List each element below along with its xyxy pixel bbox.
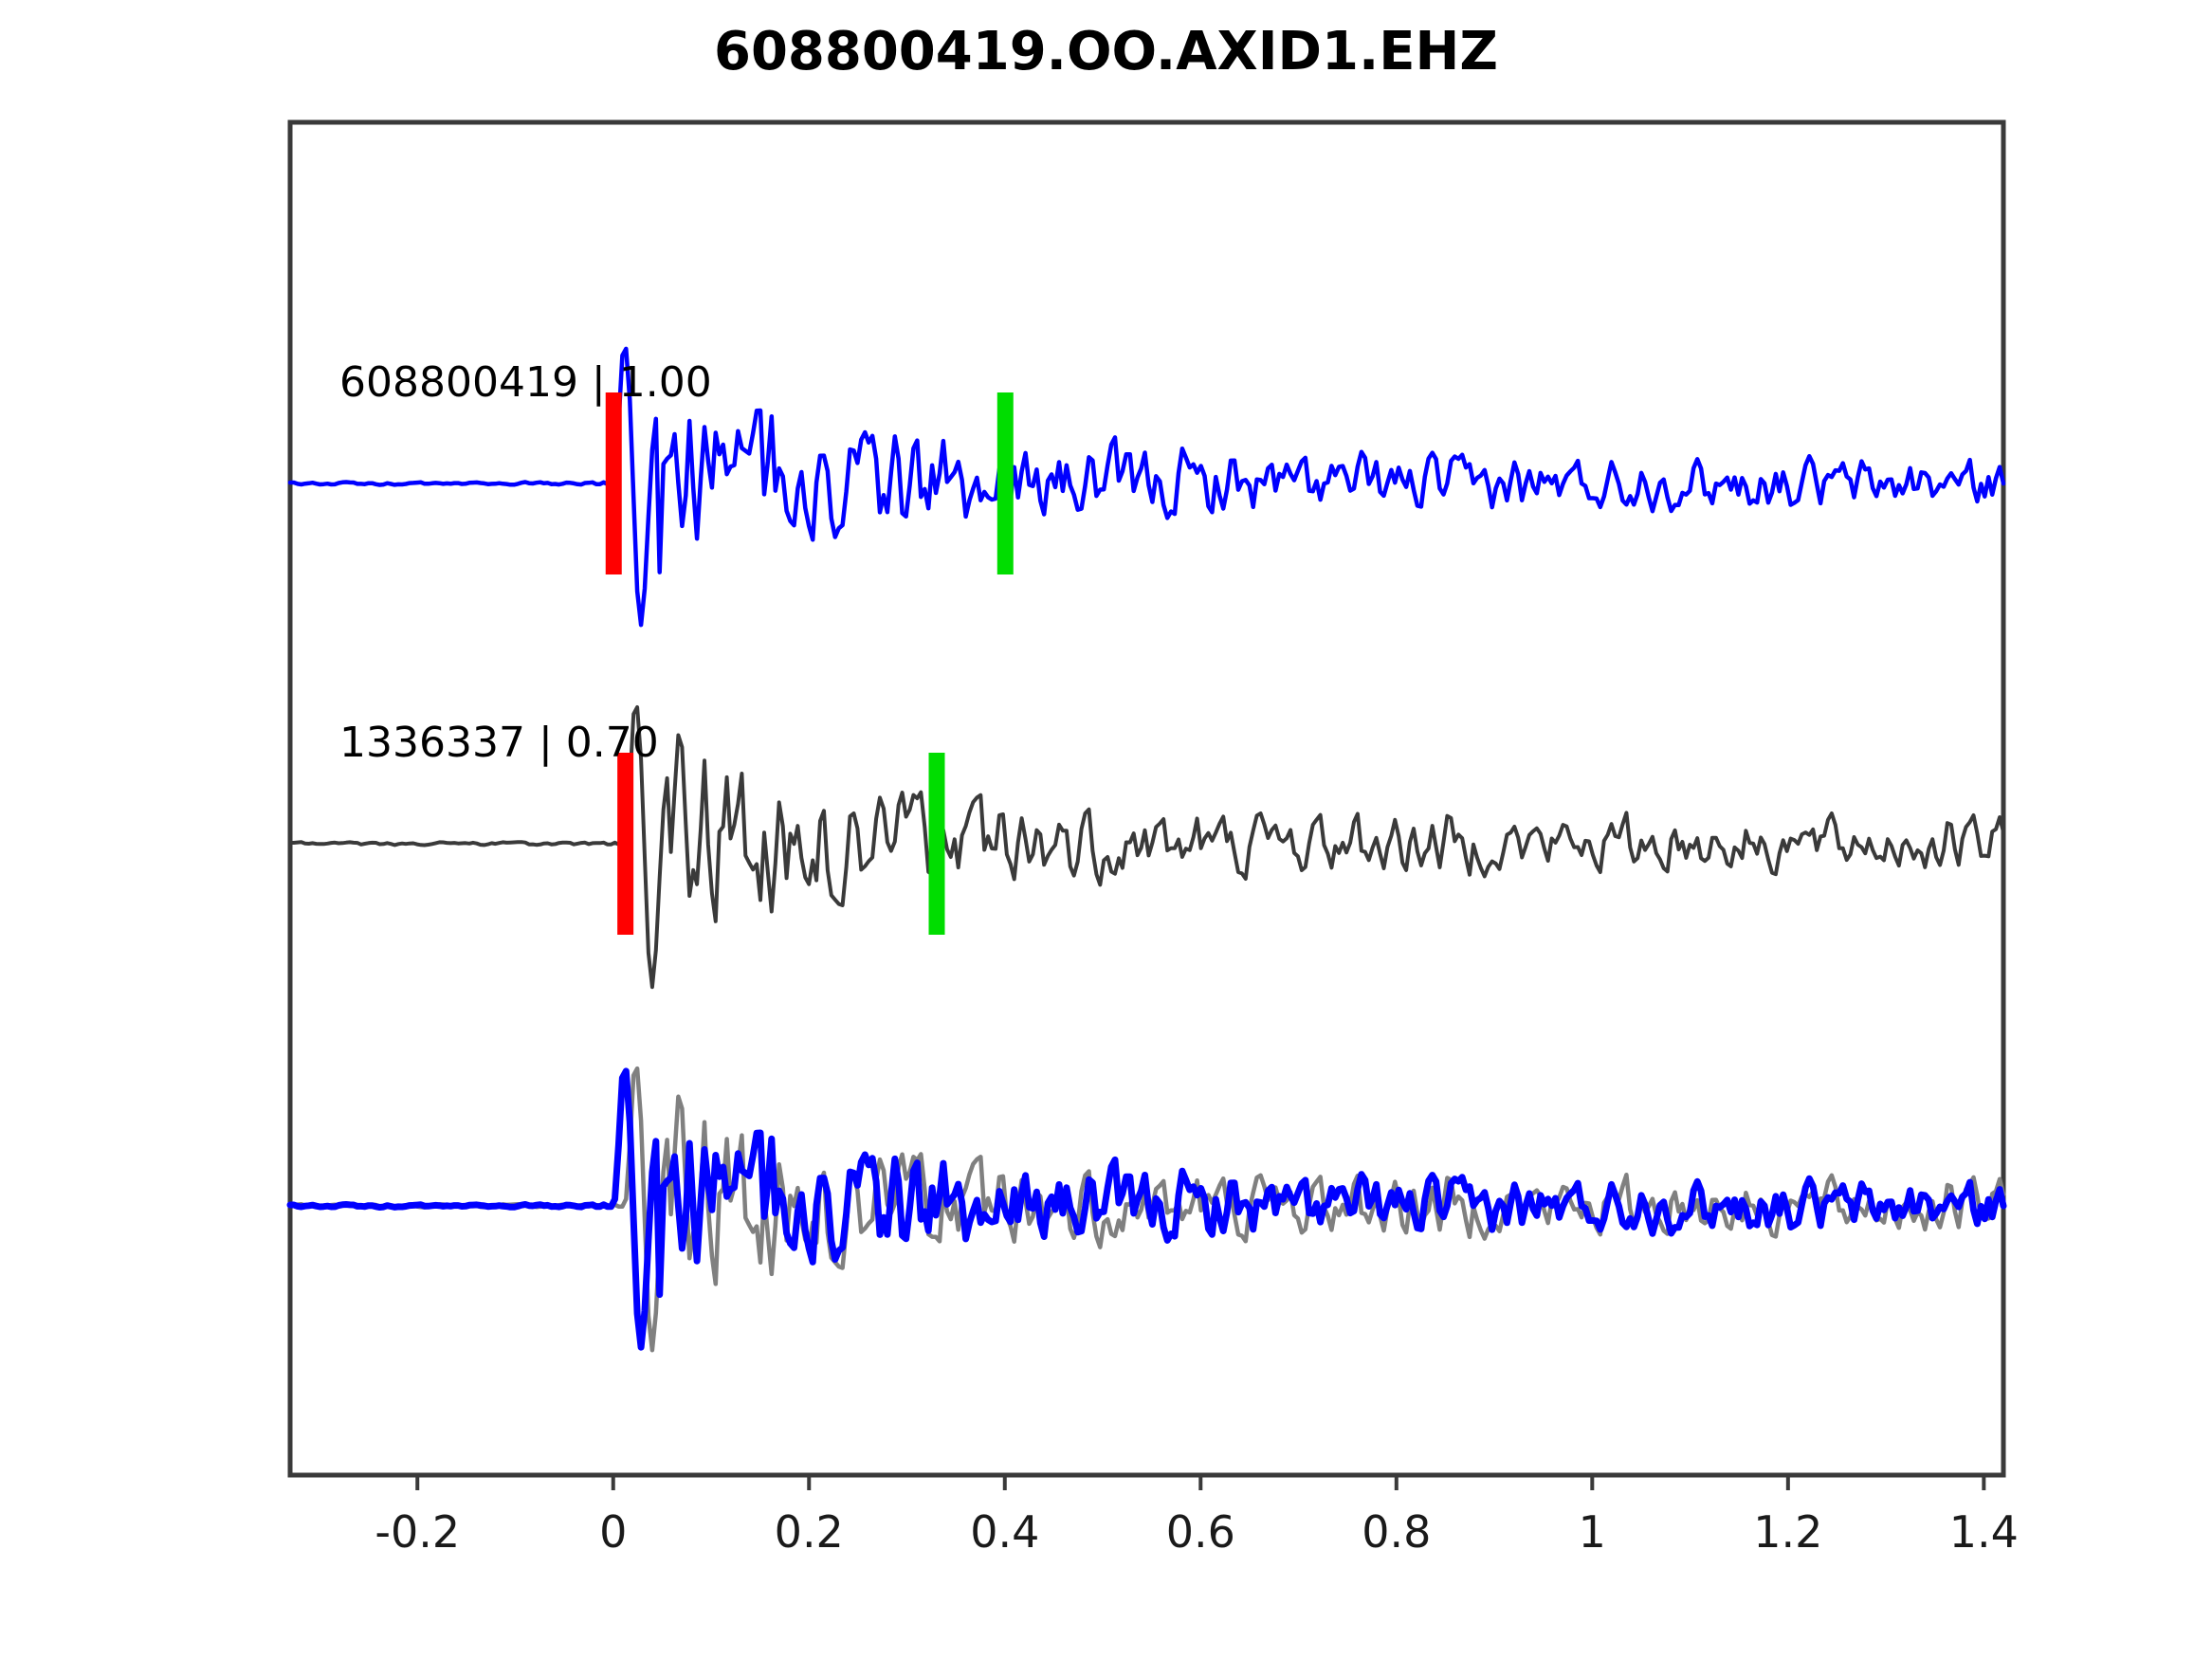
x-tick-label: 0.6 <box>1166 1506 1235 1558</box>
s-pick-marker <box>928 753 945 935</box>
p-pick-marker <box>605 392 622 574</box>
x-tick-label: 1 <box>1579 1506 1606 1558</box>
x-tick-label: 1.2 <box>1753 1506 1822 1558</box>
axes-border <box>287 119 2006 1478</box>
s-pick-marker <box>996 392 1014 574</box>
overlay-trace-template <box>286 1067 2007 1351</box>
page-title: 608800419.OO.AXID1.EHZ <box>713 21 1498 82</box>
trace-template <box>287 346 2006 628</box>
x-tick-label: 0.4 <box>970 1506 1039 1558</box>
trace-label-detection: 1336337 | 0.70 <box>339 719 659 767</box>
x-tick-label: -0.2 <box>375 1506 460 1558</box>
trace-group <box>286 346 2007 1353</box>
x-tick-label: 1.4 <box>1949 1506 2019 1558</box>
pick-markers-group <box>605 392 1014 935</box>
x-axis-ticks: -0.2 0 0.2 0.4 0.6 0.8 1 1.2 1.4 <box>375 1475 2019 1558</box>
x-tick-label: 0.2 <box>775 1506 844 1558</box>
p-pick-marker <box>617 753 634 935</box>
x-tick-label: 0.8 <box>1362 1506 1431 1558</box>
trace-detection <box>288 705 2005 990</box>
trace-label-template: 608800419 | 1.00 <box>339 358 712 407</box>
plot-frame <box>287 119 2006 1478</box>
x-tick-label: 0 <box>599 1506 627 1558</box>
